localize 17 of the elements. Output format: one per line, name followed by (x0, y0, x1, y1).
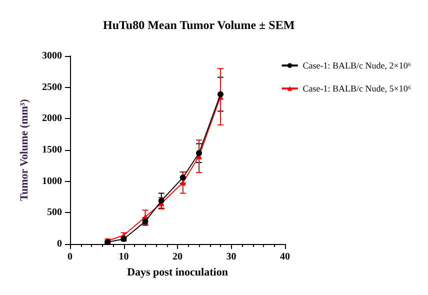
y-tick-label: 2000 (42, 113, 62, 124)
y-tick-label: 2500 (42, 82, 62, 93)
chart-title: HuTu80 Mean Tumor Volume ± SEM (103, 18, 295, 32)
legend-label: Case-1: BALB/c Nude, 2×10⁶ (302, 60, 412, 70)
y-tick-label: 3000 (42, 50, 62, 62)
y-axis-title: Tumor Volume (mm³) (18, 98, 30, 201)
x-tick-label: 10 (118, 252, 129, 262)
x-tick-label: 40 (280, 252, 290, 262)
x-tick-label: 20 (172, 252, 182, 262)
x-tick-label: 0 (68, 252, 72, 262)
y-tick-label: 1500 (42, 144, 62, 156)
x-axis-title: Days post inoculation (127, 266, 228, 278)
y-tick-label: 0 (57, 238, 62, 250)
legend-label: Case-1: BALB/c Nude, 5×10⁶ (302, 84, 412, 94)
y-tick-label: 1000 (42, 176, 62, 187)
y-tick-label: 500 (47, 207, 62, 218)
x-tick-label: 30 (226, 252, 236, 262)
